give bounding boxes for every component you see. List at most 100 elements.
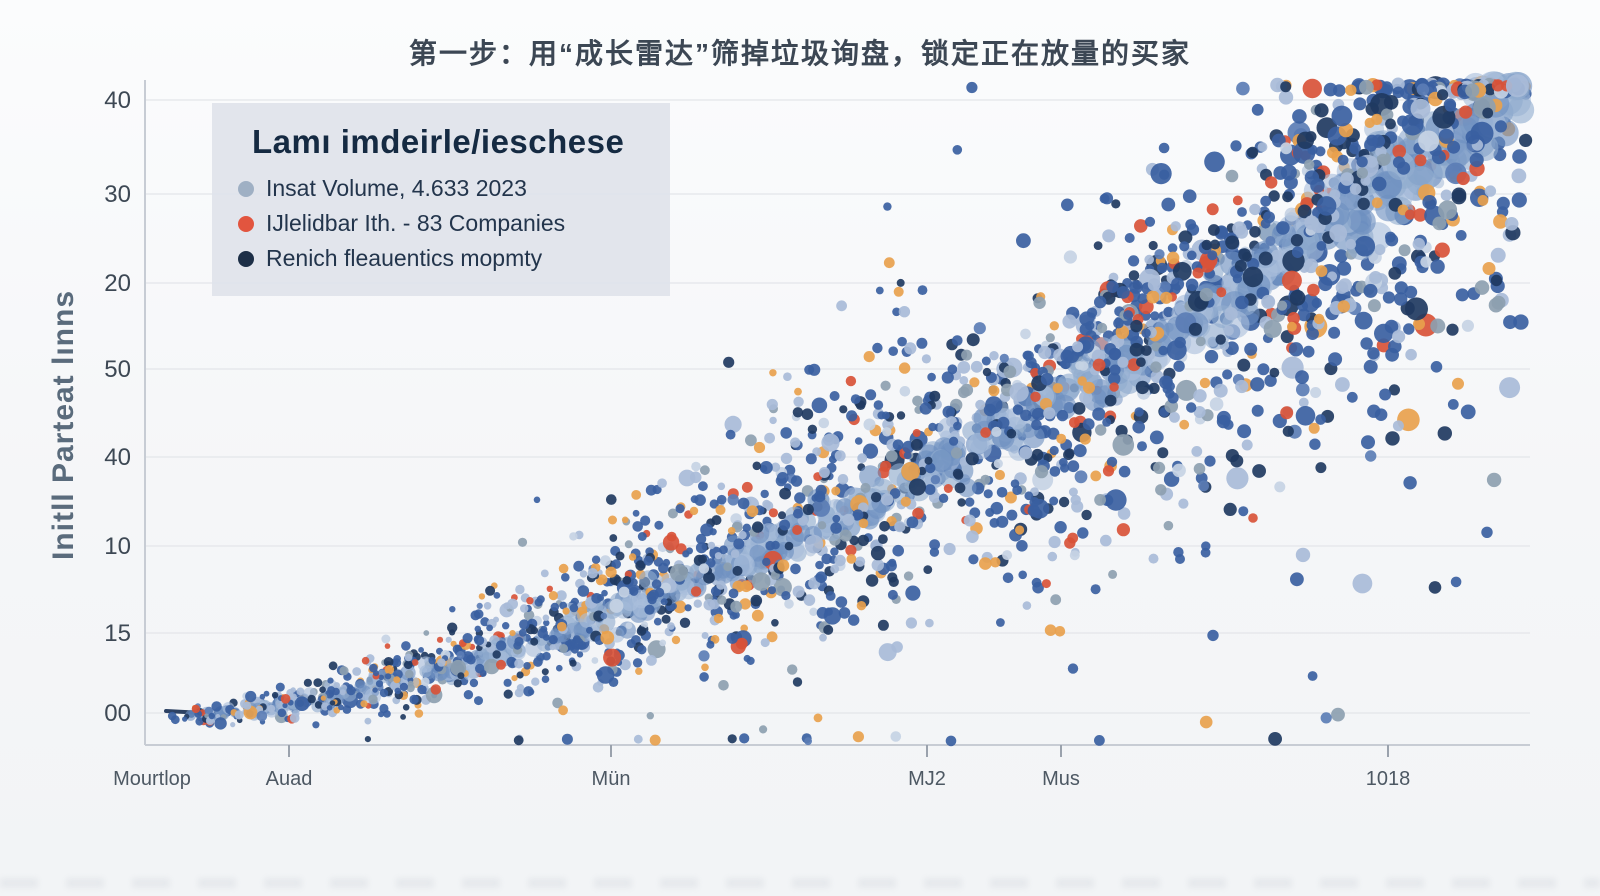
scatter-point [857,534,869,547]
scatter-point [759,725,768,734]
scatter-point [576,651,584,658]
scatter-point [966,333,980,347]
scatter-point [303,678,312,687]
scatter-point [1511,168,1527,184]
y-tick-label: 40 [104,87,131,114]
scatter-point [854,556,866,567]
scatter-point [1154,249,1165,260]
y-tick-label: 00 [104,700,131,727]
scatter-point [898,306,911,318]
scatter-point [735,637,748,650]
chart-title: 第一步：用“成长雷达”筛掉垃圾询盘，锁定正在放量的买家 [408,38,1191,69]
scatter-point [727,734,737,744]
scatter-point [1337,300,1351,313]
scatter-point [878,643,897,662]
scatter-point [1252,464,1266,478]
scatter-point [1041,579,1051,589]
scatter-point [1287,312,1300,325]
scatter-point [1281,270,1302,291]
scatter-point [990,557,1001,568]
scatter-point [880,460,892,472]
scatter-point [794,492,806,504]
scatter-point [1159,375,1173,390]
scatter-point [1081,509,1092,521]
scatter-point [632,658,643,668]
scatter-point [1465,130,1480,145]
scatter-point [645,484,657,496]
scatter-point [474,696,483,706]
scatter-point [860,482,871,493]
scatter-point [1292,109,1307,124]
scatter-point [1056,409,1069,422]
scatter-point [1193,463,1206,475]
scatter-point [1469,152,1484,168]
scatter-point [533,496,541,504]
scatter-point [979,557,992,570]
scatter-point [739,733,750,744]
scatter-point [1345,84,1357,96]
scatter-point [1297,308,1311,322]
scatter-point [916,337,928,349]
scatter-point [1002,550,1013,561]
scatter-point [1280,81,1292,93]
scatter-point [989,518,1000,528]
scatter-point [1200,547,1211,558]
scatter-point [1150,163,1172,185]
scatter-point [1377,153,1390,166]
scatter-point [1115,424,1128,438]
scatter-point [1040,372,1054,386]
scatter-point [835,498,854,516]
scatter-point [1092,358,1106,372]
scatter-point [1054,626,1066,637]
scatter-point [737,497,750,510]
scatter-point [1096,322,1108,334]
scatter-point [1280,164,1297,181]
scatter-point [516,684,525,692]
scatter-point [191,704,201,714]
scatter-point [812,499,831,517]
scatter-point [1303,258,1319,274]
scatter-point [792,525,803,535]
scatter-point [846,554,857,564]
scatter-point [1153,461,1166,474]
scatter-point [1132,420,1145,434]
scatter-point [1078,361,1089,371]
scatter-point [982,367,992,377]
scatter-point [1313,313,1325,325]
scatter-point [698,481,708,492]
scatter-point [569,659,577,667]
scatter-point [1047,551,1058,562]
scatter-point [924,456,933,465]
scatter-point [356,692,363,699]
scatter-point [1367,299,1381,313]
scatter-point [523,662,531,670]
scatter-point [1337,154,1349,166]
scatter-point [1059,457,1068,467]
scatter-point [669,602,677,610]
scatter-point [790,475,803,487]
scatter-point [1158,345,1168,356]
scatter-point [912,395,923,407]
scatter-point [1360,337,1373,350]
scatter-point [651,579,662,589]
scatter-point [896,278,905,287]
scatter-point [1148,553,1159,564]
y-tick-label: 50 [104,356,131,383]
scatter-point [726,632,738,644]
scatter-point [698,554,707,564]
scatter-point [320,695,326,701]
scatter-point [969,377,980,388]
scatter-point [953,421,962,431]
scatter-point [403,660,413,670]
scatter-point [892,307,901,317]
scatter-point [780,452,793,465]
scatter-point [605,566,617,578]
scatter-point [1361,435,1375,450]
scatter-point [1465,83,1480,98]
scatter-point [1072,402,1086,415]
scatter-point [633,734,643,744]
scatter-point [1242,251,1252,262]
scatter-point [759,465,768,473]
scatter-point [804,364,815,375]
scatter-point [988,385,1000,397]
